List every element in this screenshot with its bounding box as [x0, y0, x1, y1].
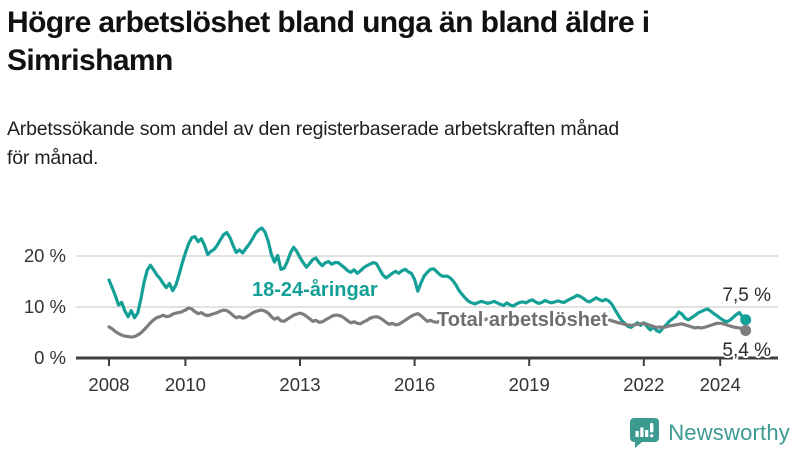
- newsworthy-logo-icon: [630, 418, 660, 448]
- series-end-dot-1: [740, 324, 752, 336]
- y-tick-label-0: 0 %: [34, 347, 66, 368]
- end-value-label-young: 7,5 %: [722, 285, 771, 306]
- newsworthy-wordmark: Newsworthy: [668, 420, 790, 445]
- x-tick-label-2024: 2024: [700, 374, 741, 395]
- subtitle-line-1: Arbetssökande som andel av den registerb…: [7, 118, 620, 140]
- series-line-1: [107, 306, 748, 339]
- y-tick-label-20: 20 %: [24, 245, 66, 266]
- page-title: Högre arbetslöshet bland unga än bland ä…: [7, 4, 797, 81]
- x-tick-label-2013: 2013: [279, 374, 320, 395]
- chart-subtitle: Arbetssökande som andel av den registerb…: [7, 115, 747, 174]
- x-tick-label-2019: 2019: [509, 374, 550, 395]
- series-label-1: Total arbetslöshet: [437, 309, 608, 331]
- title-line-2: Simrishamn: [7, 44, 173, 78]
- series-line-0: [107, 226, 748, 334]
- y-tick-label-10: 10 %: [24, 296, 66, 317]
- x-tick-label-2010: 2010: [165, 374, 206, 395]
- x-tick-label-2008: 2008: [88, 374, 129, 395]
- x-tick-label-2016: 2016: [394, 374, 435, 395]
- subtitle-line-2: för månad.: [7, 147, 99, 170]
- newsworthy-branding: Newsworthy: [629, 417, 790, 449]
- end-value-label-total: 5,4 %: [722, 340, 771, 361]
- series-label-0: 18-24-åringar: [252, 278, 378, 301]
- series-end-dot-0: [740, 314, 752, 326]
- x-tick-label-2022: 2022: [623, 374, 664, 395]
- title-line-1: Högre arbetslöshet bland unga än bland ä…: [7, 6, 650, 39]
